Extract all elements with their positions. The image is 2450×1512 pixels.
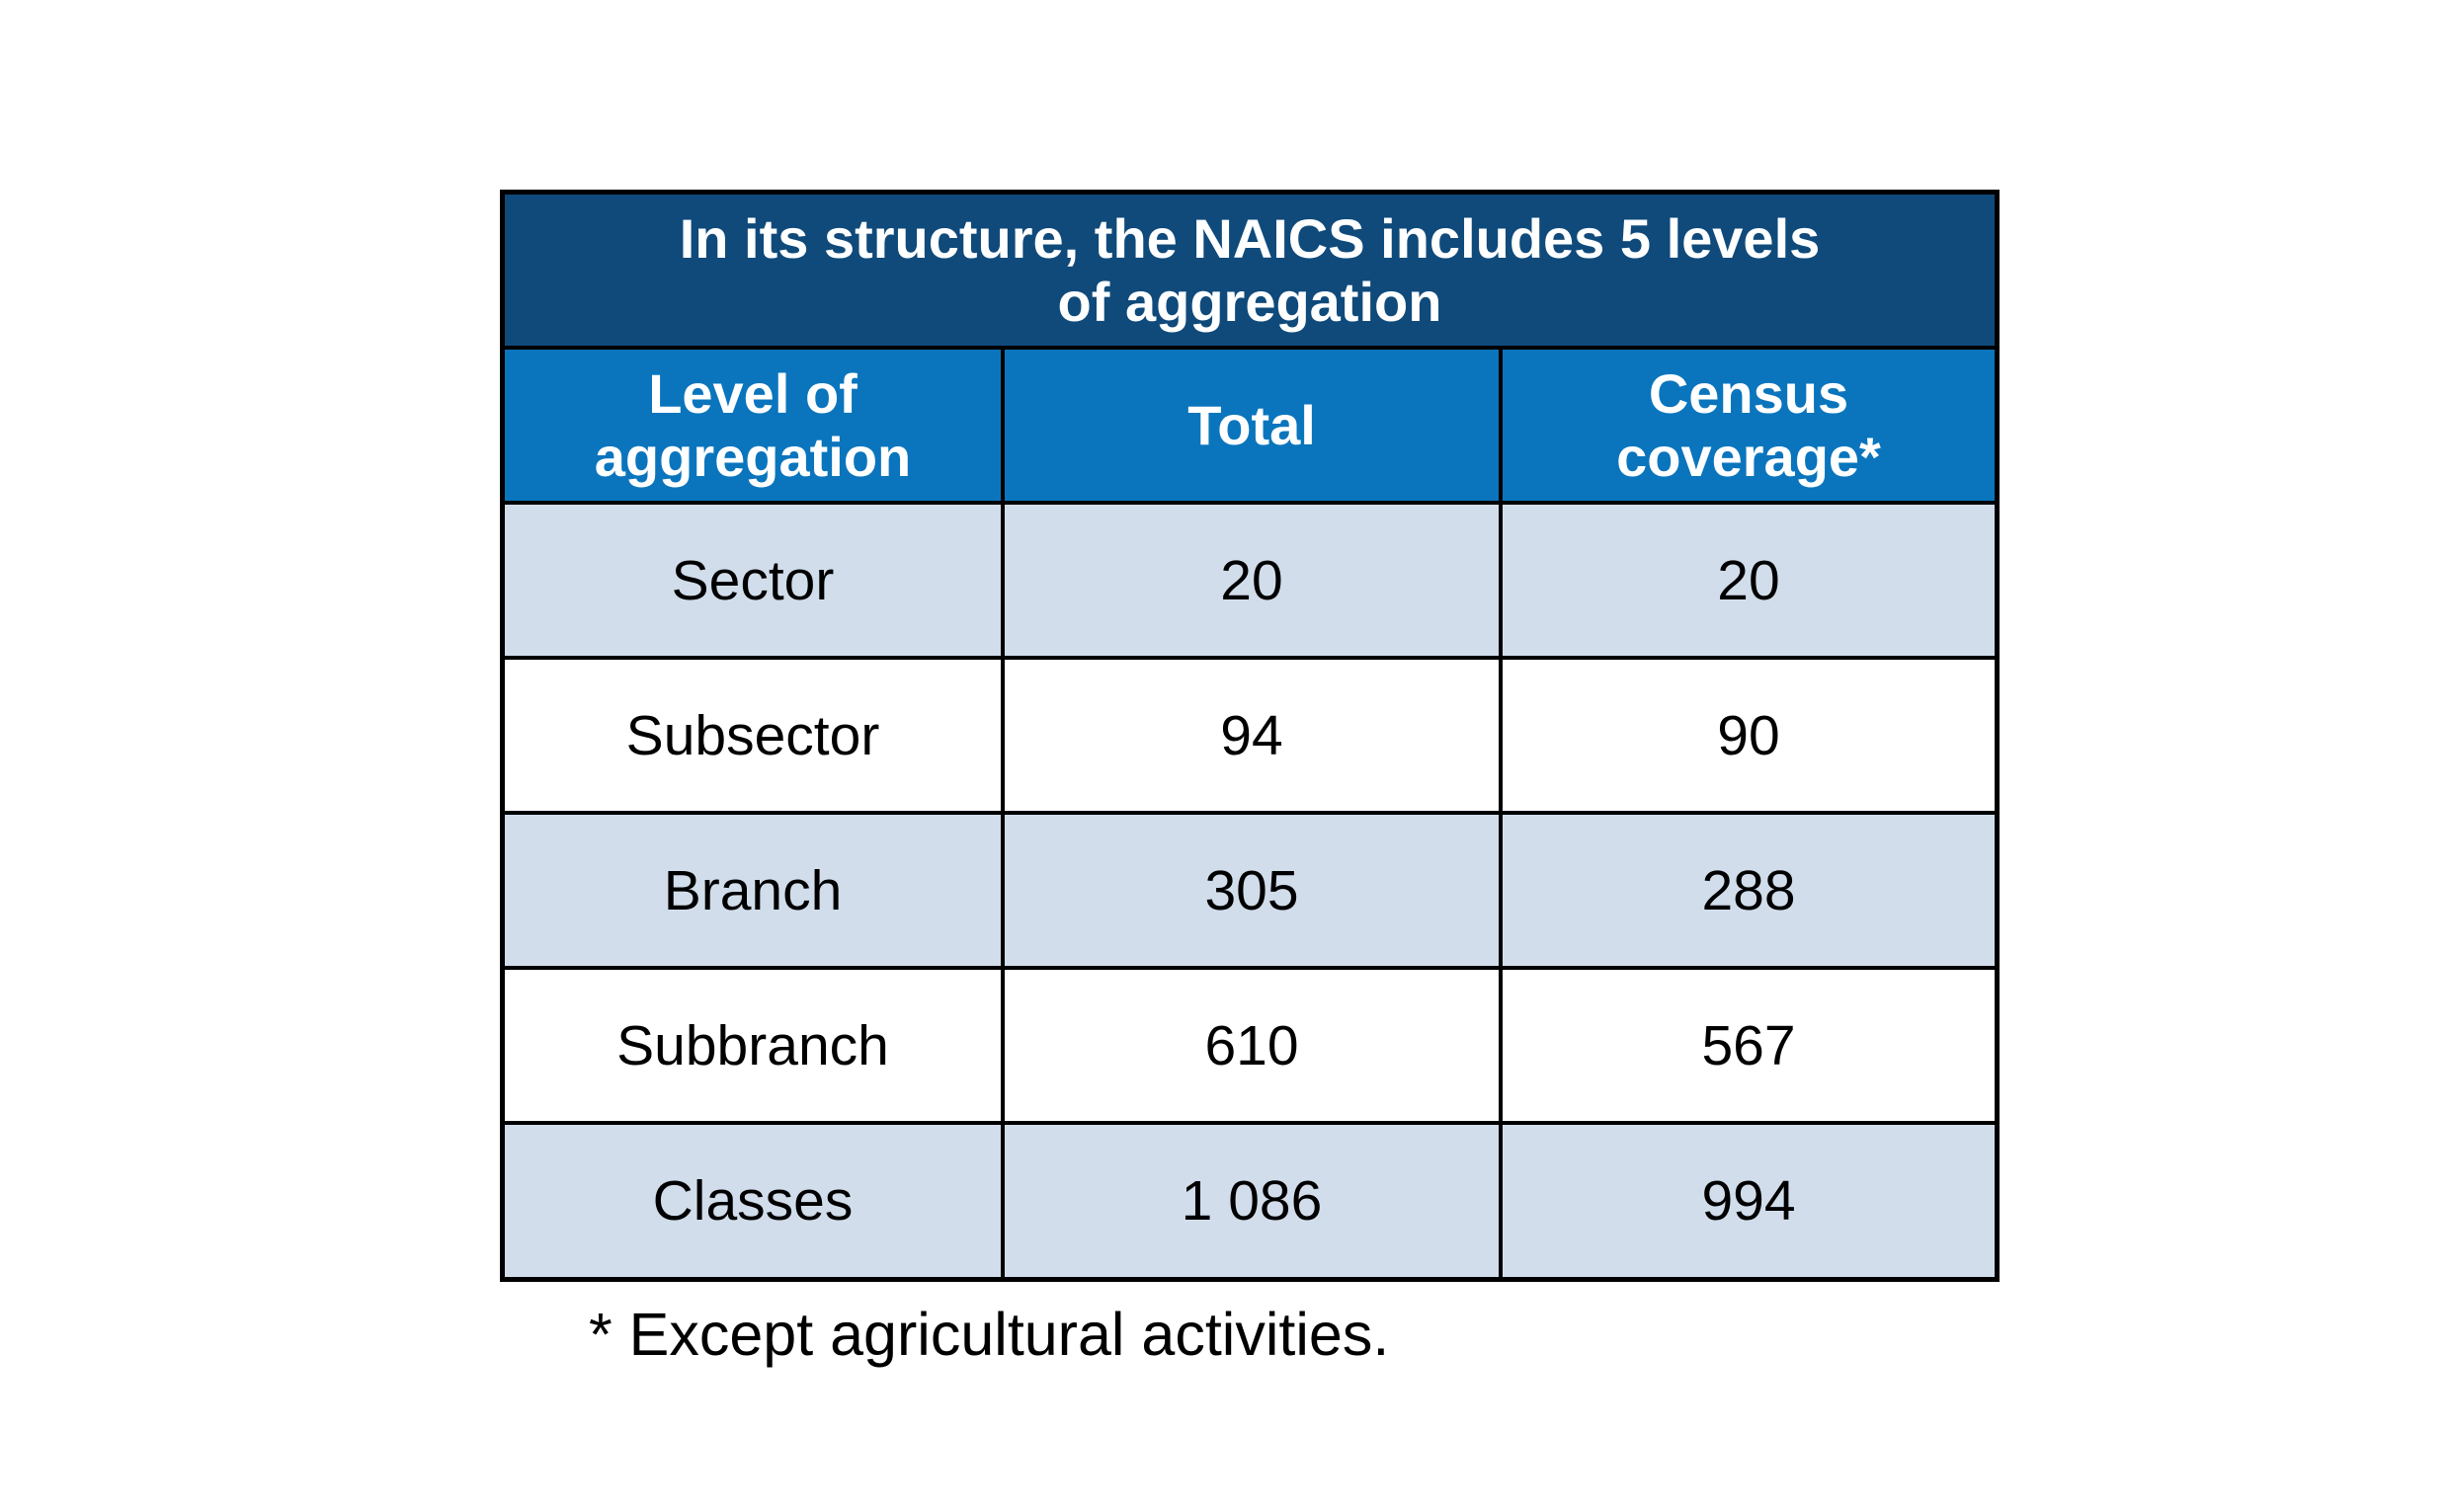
cell-census: 288	[1503, 815, 1995, 966]
header-level-of-aggregation: Level of aggregation	[505, 350, 1005, 501]
cell-total: 1 086	[1005, 1125, 1503, 1277]
table-title: In its structure, the NAICS includes 5 l…	[505, 195, 1995, 350]
cell-total: 94	[1005, 660, 1503, 811]
level-value: Sector	[671, 548, 835, 612]
cell-census: 20	[1503, 505, 1995, 656]
census-value: 20	[1717, 548, 1780, 612]
header-level-line-1: Level of	[648, 361, 858, 425]
cell-level: Branch	[505, 815, 1005, 966]
total-value: 94	[1220, 703, 1283, 767]
level-value: Branch	[663, 858, 843, 922]
header-total-label: Total	[1187, 393, 1316, 456]
cell-level: Sector	[505, 505, 1005, 656]
cell-level: Classes	[505, 1125, 1005, 1277]
total-value: 305	[1204, 858, 1299, 922]
cell-total: 20	[1005, 505, 1503, 656]
header-total: Total	[1005, 350, 1503, 501]
level-value: Subbranch	[616, 1013, 889, 1077]
census-value: 567	[1701, 1013, 1796, 1077]
header-census-line-1: Census	[1648, 361, 1849, 425]
table-header-row: Level of aggregation Total Census covera…	[505, 350, 1995, 505]
total-value: 610	[1204, 1013, 1299, 1077]
total-value: 20	[1220, 548, 1283, 612]
cell-level: Subbranch	[505, 970, 1005, 1121]
census-value: 288	[1701, 858, 1796, 922]
cell-census: 90	[1503, 660, 1995, 811]
level-value: Subsector	[625, 703, 880, 767]
table-row: Subsector 94 90	[505, 660, 1995, 815]
level-value: Classes	[652, 1169, 854, 1233]
table-row: Subbranch 610 567	[505, 970, 1995, 1125]
cell-census: 567	[1503, 970, 1995, 1121]
footnote: * Except agricultural activities.	[589, 1301, 1390, 1368]
cell-level: Subsector	[505, 660, 1005, 811]
total-value: 1 086	[1181, 1169, 1323, 1233]
header-census-coverage: Census coverage*	[1503, 350, 1995, 501]
census-value: 994	[1701, 1169, 1796, 1233]
table-row: Branch 305 288	[505, 815, 1995, 970]
table-title-line-2: of aggregation	[1057, 270, 1442, 333]
census-value: 90	[1717, 703, 1780, 767]
header-census-line-2: coverage*	[1616, 425, 1881, 488]
header-level-line-2: aggregation	[594, 425, 912, 488]
cell-total: 305	[1005, 815, 1503, 966]
table-row: Classes 1 086 994	[505, 1125, 1995, 1277]
cell-census: 994	[1503, 1125, 1995, 1277]
table-title-line-1: In its structure, the NAICS includes 5 l…	[679, 206, 1821, 270]
naics-aggregation-table: In its structure, the NAICS includes 5 l…	[500, 190, 2000, 1282]
table-row: Sector 20 20	[505, 505, 1995, 660]
cell-total: 610	[1005, 970, 1503, 1121]
